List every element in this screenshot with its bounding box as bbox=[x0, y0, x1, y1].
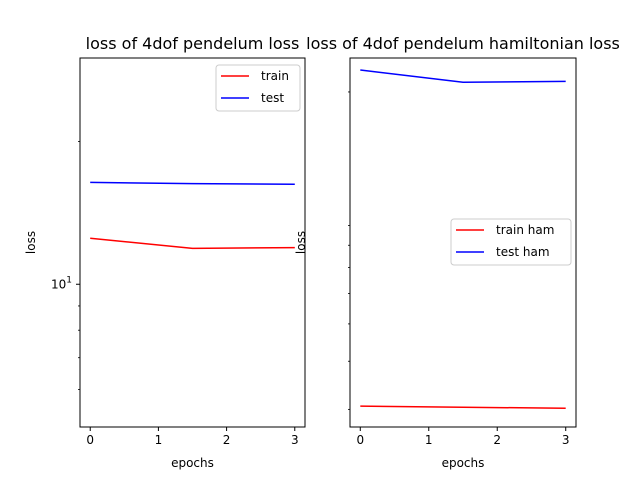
x-tick-label: 1 bbox=[425, 433, 433, 447]
legend: train ham test ham bbox=[450, 218, 572, 266]
legend-label: train ham bbox=[496, 223, 554, 237]
series-line-train-ham bbox=[360, 405, 566, 410]
x-tick-label: 2 bbox=[493, 433, 501, 447]
legend-label: test ham bbox=[496, 245, 550, 259]
series-line-test bbox=[90, 181, 295, 186]
y-axis-label: loss bbox=[24, 231, 38, 254]
chart-title: loss of 4dof pendelum loss bbox=[86, 34, 300, 53]
x-tick-label: 3 bbox=[291, 433, 299, 447]
chart-panel-1: loss of 4dof pendelum loss 0 1 2 3 101 epochs l… bbox=[24, 34, 306, 470]
plot-frame bbox=[79, 57, 306, 428]
plot-frame bbox=[349, 57, 577, 428]
x-tick-label: 0 bbox=[356, 433, 364, 447]
series-line-test-ham bbox=[360, 69, 566, 83]
legend-label: train bbox=[261, 69, 289, 83]
y-tick-label: 101 bbox=[51, 275, 72, 291]
y-axis-label: loss bbox=[294, 231, 308, 254]
x-axis-label: epochs bbox=[442, 456, 485, 470]
x-tick-label: 3 bbox=[562, 433, 570, 447]
legend-label: test bbox=[261, 91, 284, 105]
x-axis-label: epochs bbox=[171, 456, 214, 470]
chart-panel-2: loss of 4dof pendelum hamiltonian loss 0 1… bbox=[294, 34, 620, 470]
chart-title: loss of 4dof pendelum hamiltonian loss bbox=[306, 34, 620, 53]
legend: train test bbox=[215, 64, 301, 112]
x-tick-label: 0 bbox=[86, 433, 94, 447]
series-line-train bbox=[90, 237, 295, 250]
x-tick-label: 1 bbox=[155, 433, 163, 447]
x-tick-label: 2 bbox=[223, 433, 231, 447]
